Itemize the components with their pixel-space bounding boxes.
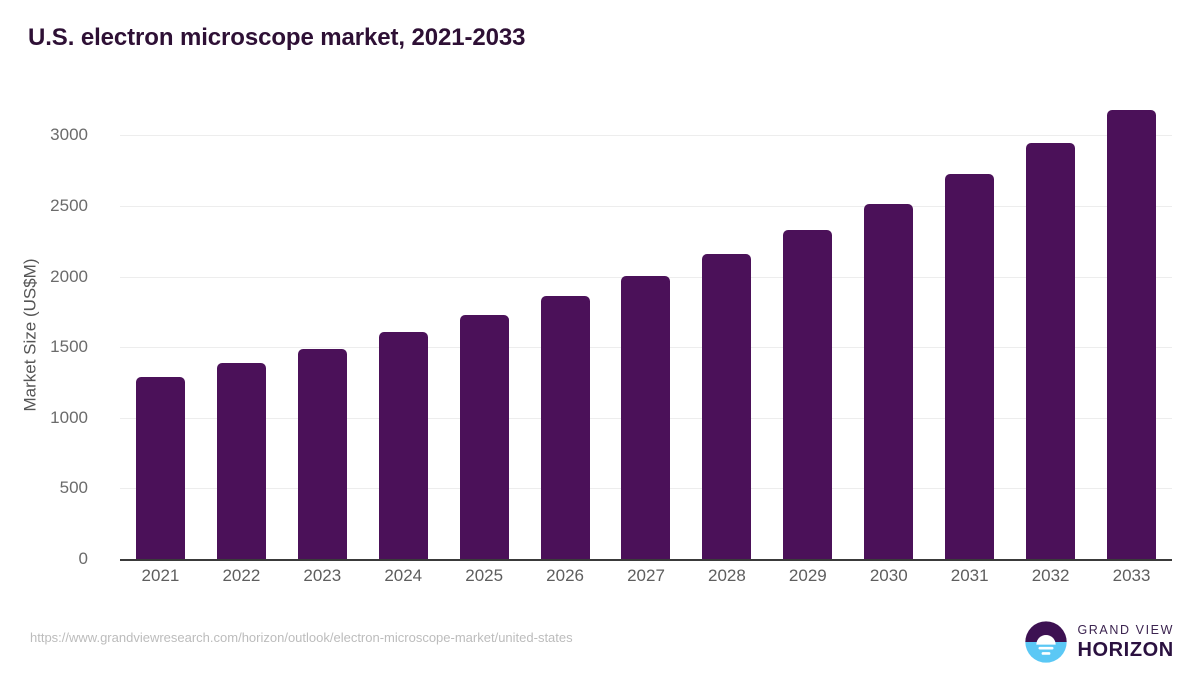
bar[interactable]: [945, 173, 995, 559]
bar[interactable]: [864, 203, 914, 559]
brand-logo-line2: HORIZON: [1077, 638, 1174, 661]
x-tick-label: 2023: [303, 566, 342, 585]
bar-slot: [120, 110, 201, 559]
source-url[interactable]: https://www.grandviewresearch.com/horizo…: [30, 630, 573, 645]
y-tick-label: 1500: [50, 337, 88, 357]
bar[interactable]: [135, 376, 185, 559]
bar-slot: [848, 110, 929, 559]
x-tick-label: 2027: [627, 566, 665, 585]
x-tick-label: 2024: [384, 566, 423, 585]
bar-slot: [1091, 110, 1172, 559]
x-tick-label: 2025: [465, 566, 504, 585]
y-tick-label: 2000: [50, 266, 88, 286]
bar[interactable]: [378, 332, 428, 559]
x-tick-label: 2029: [788, 566, 827, 585]
x-tick-label: 2033: [1112, 566, 1151, 585]
y-tick-label: 500: [59, 478, 88, 498]
bar[interactable]: [459, 314, 509, 559]
x-tick-label: 2021: [141, 566, 180, 585]
gridline: [120, 135, 1172, 137]
bar[interactable]: [1026, 143, 1076, 559]
x-tick-label: 2030: [869, 566, 908, 585]
x-axis-labels: 2021 2022 2023 2024 2025 2026 2027 2028 2029 2030…: [120, 566, 1172, 586]
bar-slot: [767, 110, 848, 559]
bar-slot: [525, 110, 606, 559]
bar-slot: [606, 110, 687, 559]
bar-slot: [282, 110, 363, 559]
y-tick-label: 2500: [50, 196, 88, 215]
bar[interactable]: [621, 275, 671, 559]
x-tick-label: 2028: [708, 566, 746, 585]
brand-logo-text: GRAND VIEW HORIZON: [1077, 624, 1174, 660]
bar-slot: [929, 110, 1010, 559]
x-tick-label: 2031: [950, 566, 989, 585]
x-tick-label: 2032: [1031, 566, 1070, 585]
bar[interactable]: [702, 254, 752, 559]
bar-slot: [444, 110, 525, 559]
bar-series: [120, 110, 1172, 559]
brand-logo-line1: GRAND VIEW: [1077, 623, 1174, 638]
x-tick-label: 2026: [546, 566, 584, 585]
gridline: [120, 206, 1172, 207]
bar-slot: [1010, 110, 1091, 559]
bar-slot: [363, 110, 444, 559]
y-tick-label: 3000: [50, 125, 88, 145]
bar-slot: [201, 110, 282, 559]
y-tick-label: 1000: [50, 407, 88, 427]
plot-area: 0 500 1000 1500 2000 2500 3000: [50, 110, 1172, 568]
bar[interactable]: [1107, 110, 1157, 559]
axis-baseline: [120, 559, 1172, 561]
grand-view-horizon-logo-icon: [1025, 621, 1068, 663]
bar-slot: [686, 110, 767, 559]
x-tick-label: 2022: [222, 566, 261, 585]
brand-logo: GRAND VIEW HORIZON: [1024, 620, 1174, 664]
bar[interactable]: [540, 295, 590, 559]
bar[interactable]: [783, 230, 833, 559]
y-tick-label: 0: [78, 549, 88, 568]
bar[interactable]: [216, 363, 266, 559]
page-title: U.S. electron microscope market, 2021-20…: [28, 24, 526, 51]
bar[interactable]: [297, 348, 347, 559]
